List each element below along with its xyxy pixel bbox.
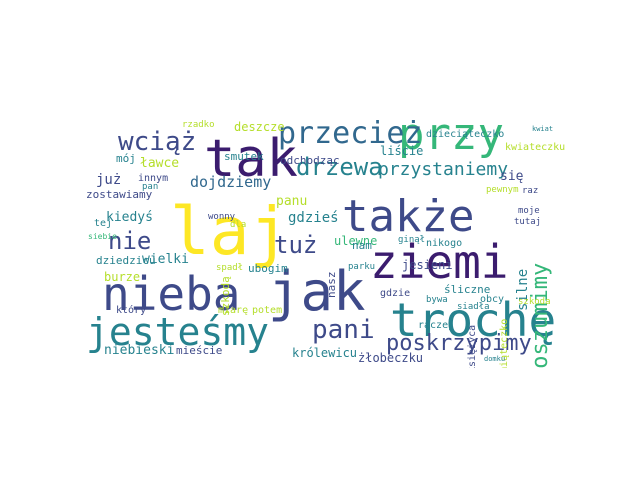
cloud-word-spadl: spadł: [216, 263, 244, 273]
cloud-word-krolewicu: królewicu: [292, 346, 358, 360]
cloud-word-poszumimy: poszumimy: [528, 262, 553, 368]
cloud-word-innym: innym: [138, 173, 169, 184]
cloud-word-miare: miarę: [218, 305, 249, 316]
cloud-word-nie: nie: [108, 227, 152, 255]
cloud-word-raczej: raczej: [418, 320, 455, 331]
cloud-word-troche: trochę: [390, 293, 557, 347]
cloud-word-gdzies: gdzieś: [288, 210, 339, 226]
cloud-word-przeciez: przecież: [278, 116, 423, 151]
cloud-word-ksiezyca: księżyca: [467, 324, 478, 368]
cloud-word-siebie: siebie: [88, 232, 117, 241]
cloud-word-dziedzicu: dziedzicu: [96, 254, 156, 267]
cloud-word-siadla: siadła: [457, 302, 490, 312]
cloud-word-panu: panu: [276, 194, 308, 209]
cloud-word-domku: domku: [484, 355, 506, 363]
cloud-word-wielki: wielki: [142, 252, 189, 267]
cloud-word-deszcze: deszcze: [234, 120, 285, 134]
cloud-word-szkoda: szkoda: [518, 297, 551, 307]
cloud-word-kwiat: kwiat: [532, 125, 554, 133]
cloud-word-kwiateczku: kwiateczku: [505, 142, 566, 153]
cloud-word-nieba: nieba: [102, 267, 241, 321]
cloud-word-pan: pan: [142, 182, 159, 192]
cloud-word-wciaz: wciąż: [118, 127, 197, 157]
cloud-word-pewnym: pewnym: [486, 185, 519, 195]
cloud-word-tak: tak: [204, 129, 298, 189]
cloud-word-przy: przy: [398, 115, 504, 160]
cloud-word-parku: parku: [348, 262, 376, 272]
cloud-word-odchodzac: odchodząc: [280, 154, 340, 167]
cloud-word-zostawiamy: zostawiamy: [86, 188, 153, 201]
cloud-word-nasz: nasz: [325, 271, 338, 298]
cloud-word-niebieski: niebieski: [104, 343, 175, 358]
cloud-word-tutaj: tutaj: [514, 217, 542, 227]
cloud-word-laj: laj: [170, 193, 290, 270]
cloud-word-tuz: tuż: [274, 231, 318, 259]
cloud-word-ubogim: ubogim: [248, 262, 288, 275]
cloud-word-ktory: który: [116, 305, 147, 316]
cloud-word-liscie: liście: [380, 144, 424, 158]
cloud-word-jestesmy: jesteśmy: [86, 310, 270, 354]
cloud-word-dojdziemy: dojdziemy: [190, 173, 272, 191]
cloud-word-tej: tej: [94, 218, 113, 229]
cloud-word-jesieni: jesieni: [402, 258, 453, 272]
cloud-word-kiedys: kiedyś: [106, 210, 153, 225]
cloud-word-sliczne: śliczne: [444, 283, 491, 296]
cloud-word-takze: także: [342, 191, 475, 242]
cloud-word-lawce: ławce: [140, 156, 180, 171]
cloud-word-drzewa: drzewa: [296, 153, 383, 181]
cloud-word-przystaniemy: przystaniemy: [378, 159, 509, 180]
cloud-word-ulewne: ulewne: [334, 234, 378, 248]
cloud-word-nam: nam: [352, 239, 372, 252]
cloud-word-ziemi: ziemi: [370, 235, 509, 289]
cloud-word-jak: jak: [268, 260, 366, 323]
cloud-word-poskrzypimy: poskrzypimy: [386, 331, 532, 356]
cloud-word-obcy: obcy: [480, 294, 505, 305]
cloud-word-moje: moje: [518, 206, 540, 216]
cloud-word-raz: raz: [522, 186, 539, 196]
cloud-word-dla: dla: [230, 220, 247, 230]
cloud-word-burze: burze: [104, 270, 141, 284]
cloud-word-juz: już: [96, 172, 122, 188]
cloud-word-sie: się: [500, 169, 524, 184]
cloud-word-ginal: ginął: [398, 235, 426, 245]
cloud-word-nikogo: nikogo: [426, 238, 463, 249]
cloud-word-moj: mój: [116, 152, 136, 165]
cloud-word-potem: potem: [252, 305, 283, 316]
cloud-word-bywa: bywa: [426, 295, 448, 305]
cloud-word-zlobeczku: żłobeczku: [358, 351, 424, 365]
cloud-word-rzadko: rzadko: [182, 120, 215, 130]
cloud-word-pani: pani: [312, 315, 375, 345]
word-cloud: przy tak także laj ziemi jak nieba trochę jesteś…: [80, 115, 566, 368]
cloud-word-smutek: smutek: [224, 150, 264, 163]
cloud-word-gdzie: gdzie: [380, 288, 411, 299]
cloud-word-wonny: wonny: [208, 212, 236, 222]
cloud-word-miescie: mieście: [176, 344, 223, 357]
cloud-word-dzieciateczko: dzieciąteczko: [426, 129, 505, 140]
